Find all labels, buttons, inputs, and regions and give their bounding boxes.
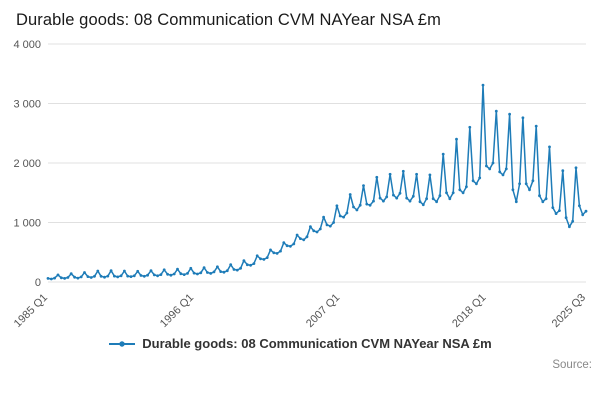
legend-item-series[interactable]: Durable goods: 08 Communication CVM NAYe… (108, 336, 492, 351)
chart-title: Durable goods: 08 Communication CVM NAYe… (16, 11, 441, 29)
svg-text:0: 0 (35, 277, 41, 289)
svg-text:4 000: 4 000 (13, 39, 41, 51)
svg-text:2 000: 2 000 (13, 158, 41, 170)
source-label: Source: (552, 359, 592, 371)
svg-text:2007 Q1: 2007 Q1 (304, 292, 342, 330)
svg-text:2025 Q3: 2025 Q3 (550, 292, 588, 330)
series-line-icon (109, 340, 136, 347)
svg-text:2018 Q1: 2018 Q1 (450, 292, 488, 330)
svg-text:3 000: 3 000 (13, 99, 41, 111)
legend-label: Durable goods: 08 Communication CVM NAYe… (142, 336, 492, 351)
svg-text:1 000: 1 000 (13, 218, 41, 230)
svg-text:1996 Q1: 1996 Q1 (158, 292, 196, 330)
line-chart: 0 1 000 2 000 3 000 4 000 1985 Q1 1996 Q1 2007 … (12, 39, 588, 330)
svg-text:1985 Q1: 1985 Q1 (12, 292, 50, 330)
legend: Durable goods: 08 Communication CVM NAYe… (0, 336, 600, 351)
